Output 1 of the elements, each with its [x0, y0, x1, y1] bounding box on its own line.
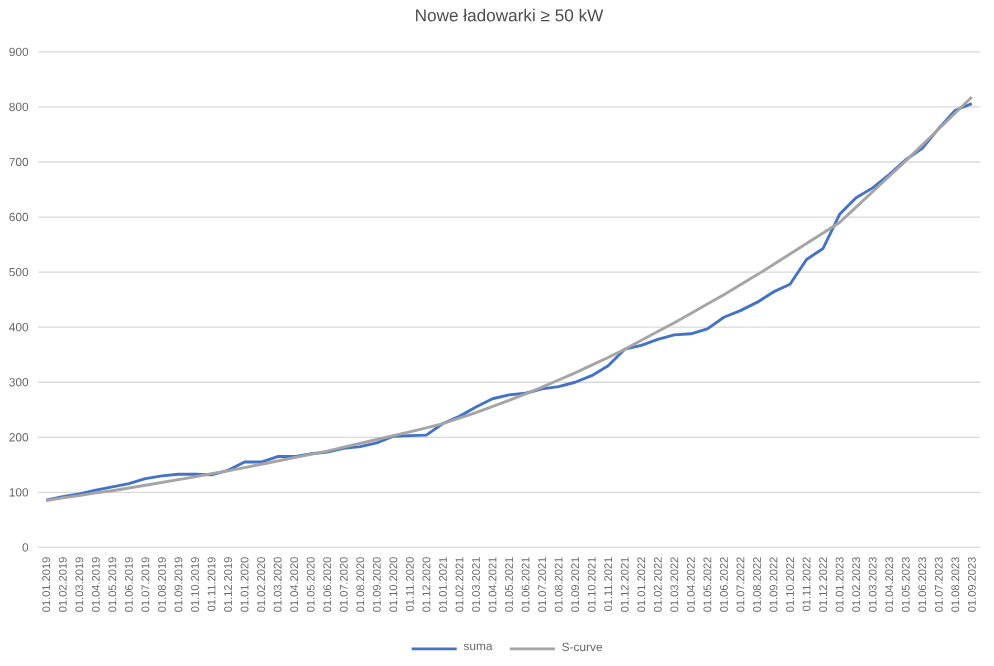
chart-title: Nowe ładowarki ≥ 50 kW	[416, 9, 604, 22]
